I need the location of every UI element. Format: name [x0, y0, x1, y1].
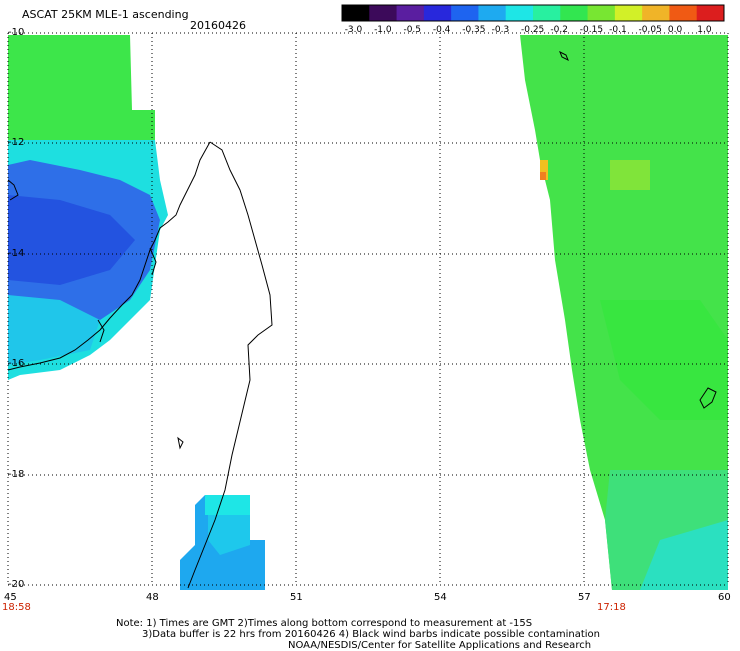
lat-lon-grid — [7, 32, 729, 586]
lon-label: 60 — [718, 592, 731, 603]
island-east-2 — [699, 387, 717, 409]
colorbar-swatch — [696, 5, 725, 21]
colorbar-swatch — [396, 5, 425, 21]
colorbar-tick-label: -0.4 — [432, 25, 451, 35]
lat-label: -16 — [8, 358, 25, 369]
lon-label: 45 — [4, 592, 17, 603]
colorbar-tick-label: -0.2 — [550, 25, 568, 35]
colorbar-swatch — [669, 5, 698, 21]
colorbar-swatch — [478, 5, 507, 21]
colorbar-swatch — [533, 5, 561, 21]
colorbar-tick-label: -3.0 — [344, 25, 363, 35]
lat-label: -12 — [8, 137, 25, 148]
colorbar-tick-label: -0.05 — [638, 25, 662, 35]
madagascar-coastline — [7, 141, 273, 589]
colorbar-swatch — [451, 5, 479, 21]
footer-note-line2: 3)Data buffer is 22 hrs from 20160426 4)… — [142, 629, 600, 640]
mainland-coast — [7, 179, 157, 343]
colorbar-swatch — [642, 5, 670, 21]
colorbar-tick-label: -0.1 — [609, 25, 627, 35]
colorbar-swatch — [560, 5, 589, 21]
colorbar-swatch — [505, 5, 534, 21]
colorbar-swatch — [369, 5, 398, 21]
right-swath-time: 17:18 — [597, 602, 626, 613]
colorbar — [341, 4, 725, 22]
colorbar-tick-label: 1.0 — [697, 25, 712, 35]
lon-label: 57 — [578, 592, 591, 603]
island-west-small — [177, 436, 184, 450]
lon-label: 48 — [146, 592, 159, 603]
lon-label: 51 — [290, 592, 303, 603]
colorbar-swatch — [423, 5, 452, 21]
left-swath-time: 18:58 — [2, 602, 31, 613]
lat-label: -18 — [8, 469, 25, 480]
colorbar-swatch — [614, 5, 643, 21]
product-date: 20160426 — [190, 19, 246, 32]
lat-label: -20 — [8, 579, 25, 590]
lat-label: -10 — [8, 27, 25, 38]
swath-west-green — [8, 35, 155, 140]
colorbar-tick-label: -0.25 — [521, 25, 545, 35]
swath-south — [180, 495, 265, 590]
colorbar-tick-label: -0.3 — [491, 25, 510, 35]
swath-west — [8, 35, 168, 380]
colorbar-tick-label: 0.0 — [667, 25, 683, 35]
island-east-1 — [559, 50, 569, 62]
colorbar-tick-label: -0.35 — [462, 25, 486, 35]
footer-note-line1: Note: 1) Times are GMT 2)Times along bot… — [116, 618, 533, 629]
colorbar-tick-label: -1.0 — [374, 25, 392, 35]
colorbar-swatch — [587, 5, 616, 21]
footer-credit: NOAA/NESDIS/Center for Satellite Applica… — [288, 640, 592, 651]
colorbar-tick-label: -0.5 — [403, 25, 422, 35]
colorbar-tick-label: -0.15 — [579, 25, 604, 35]
product-title: ASCAT 25KM MLE-1 ascending — [22, 8, 189, 21]
swath-west-aqua — [8, 295, 100, 365]
lat-label: -14 — [8, 248, 25, 259]
swath-east — [520, 35, 728, 590]
lon-label: 54 — [434, 592, 447, 603]
swath-west-deepblue — [8, 195, 135, 285]
colorbar-border — [341, 4, 725, 22]
colorbar-swatch — [342, 5, 370, 21]
